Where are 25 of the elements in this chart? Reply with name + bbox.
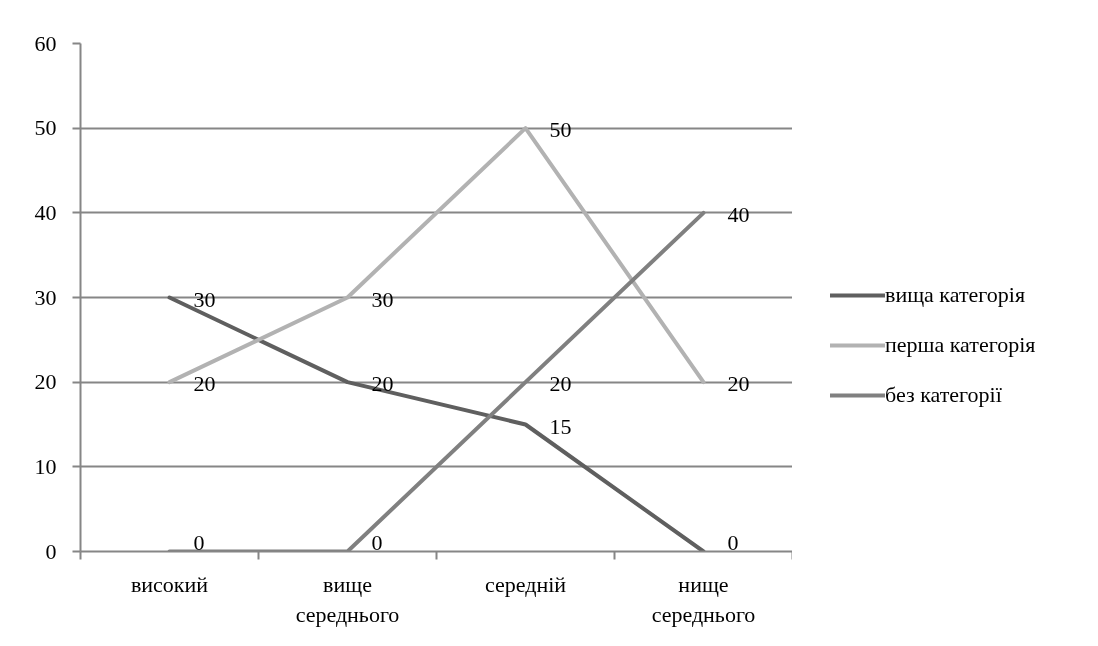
- x-tick-label: середній: [484, 571, 567, 597]
- legend-label: без категорії: [885, 382, 1002, 408]
- y-tick-label: 20: [34, 369, 57, 395]
- legend-label: перша категорія: [885, 332, 1036, 358]
- x-tick-label: нище середнього: [651, 571, 756, 627]
- data-label: 50: [549, 117, 572, 143]
- data-label: 0: [371, 529, 383, 555]
- y-tick-label: 10: [34, 453, 57, 479]
- data-label: 30: [193, 286, 216, 312]
- data-label: 0: [727, 529, 739, 555]
- data-label: 0: [193, 529, 205, 555]
- x-tick-label: високий: [130, 571, 209, 597]
- data-label: 15: [549, 413, 572, 439]
- y-tick-label: 60: [34, 30, 57, 56]
- data-label: 40: [727, 201, 750, 227]
- data-label: 20: [193, 371, 216, 397]
- data-label: 30: [371, 286, 394, 312]
- y-tick-label: 40: [34, 199, 57, 225]
- y-tick-label: 30: [34, 284, 57, 310]
- y-tick-label: 0: [45, 538, 57, 564]
- y-tick-label: 50: [34, 115, 57, 141]
- legend-label: вища категорія: [885, 282, 1026, 308]
- data-label: 20: [549, 371, 572, 397]
- data-label: 20: [727, 371, 750, 397]
- x-tick-label: вище середнього: [295, 571, 400, 627]
